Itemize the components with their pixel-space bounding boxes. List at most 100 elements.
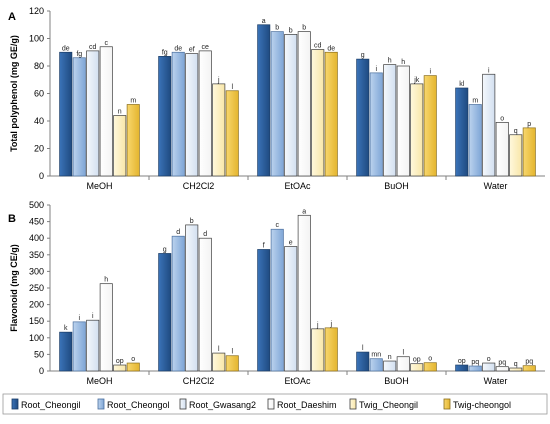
y-tick-label: 100 <box>29 333 44 343</box>
bar-twig-cheongol-ch2cl2 <box>225 355 239 372</box>
data-label: o <box>487 356 491 363</box>
bar-twig-cheongil-etoac <box>311 49 325 177</box>
bar-root-daeshim-meoh <box>99 283 113 372</box>
data-label: i <box>78 315 80 322</box>
data-label: ef <box>189 47 195 54</box>
data-label: g <box>163 246 167 253</box>
data-label: l <box>402 350 404 357</box>
legend-swatch-root-daeshim <box>267 398 275 410</box>
data-label: j <box>217 77 220 84</box>
bar-root-gwasang2-etoac <box>284 246 298 372</box>
data-label: j <box>316 322 319 329</box>
data-label: c <box>276 222 280 229</box>
x-tick-label-ch2cl2: CH2Cl2 <box>183 181 215 191</box>
bar-root-daeshim-buoh <box>396 356 410 372</box>
bar-root-cheongol-ch2cl2 <box>171 51 185 177</box>
data-label: op <box>458 358 466 365</box>
bar-root-daeshim-ch2cl2 <box>198 237 212 372</box>
y-tick-label: 150 <box>29 316 44 326</box>
x-tick-label-etoac: EtOAc <box>284 376 311 386</box>
legend-label-root-gwasang2: Root_Gwasang2 <box>189 400 256 410</box>
x-tick-label-buoh: BuOH <box>384 181 409 191</box>
y-tick-label: 100 <box>29 34 44 44</box>
legend-swatch-twig-cheongol <box>443 398 451 410</box>
legend-label-twig-cheongol: Twig-cheongol <box>453 400 511 410</box>
bar-twig-cheongol-etoac <box>324 51 338 177</box>
legend-swatch-root-cheongil <box>11 398 19 410</box>
data-label: n <box>388 354 392 361</box>
bar-twig-cheongol-etoac <box>324 327 338 372</box>
bar-twig-cheongil-water <box>509 367 523 372</box>
bar-root-cheongol-buoh <box>369 72 383 177</box>
bar-root-cheongol-buoh <box>369 358 383 372</box>
data-label: c <box>105 40 109 47</box>
bar-root-gwasang2-water <box>482 362 496 372</box>
data-label: f <box>263 242 265 249</box>
bar-root-cheongol-ch2cl2 <box>171 235 185 372</box>
legend-box <box>2 393 548 415</box>
data-label: i <box>375 66 377 73</box>
data-label: i <box>488 67 490 74</box>
bar-root-cheongil-buoh <box>356 58 370 177</box>
data-label: d <box>176 229 180 236</box>
bar-twig-cheongil-water <box>509 134 523 177</box>
bar-root-gwasang2-etoac <box>284 34 298 177</box>
bar-root-cheongol-water <box>468 104 482 177</box>
data-label: i <box>429 69 431 76</box>
bar-twig-cheongil-meoh <box>113 364 127 372</box>
legend-swatch-root-cheongol <box>97 398 105 410</box>
x-tick-label-meoh: MeOH <box>86 376 112 386</box>
bar-root-gwasang2-meoh <box>86 50 100 177</box>
data-label: o <box>131 356 135 363</box>
data-label: n <box>118 109 122 116</box>
bar-root-gwasang2-ch2cl2 <box>185 53 199 177</box>
data-label: l <box>231 349 233 356</box>
data-label: fg <box>76 51 82 58</box>
bar-root-daeshim-ch2cl2 <box>198 50 212 177</box>
bar-root-cheongol-etoac <box>270 31 284 177</box>
y-tick-label: 450 <box>29 217 44 227</box>
bar-root-daeshim-meoh <box>99 46 113 177</box>
y-tick-label: 400 <box>29 233 44 243</box>
data-label: a <box>262 18 266 25</box>
data-label: b <box>190 218 194 225</box>
x-tick-label-etoac: EtOAc <box>284 181 311 191</box>
bar-root-gwasang2-meoh <box>86 319 100 372</box>
data-label: pq <box>471 359 479 366</box>
y-axis-title: Flavonoid (mg CE/g) <box>9 244 19 332</box>
x-tick-label-water: Water <box>484 376 508 386</box>
data-label: j <box>329 321 332 328</box>
data-label: de <box>174 45 182 52</box>
bar-root-cheongol-etoac <box>270 228 284 372</box>
y-tick-label: 50 <box>34 349 44 359</box>
legend-swatch-root-gwasang2 <box>179 398 187 410</box>
data-label: q <box>514 128 518 135</box>
bar-twig-cheongol-meoh <box>126 362 140 372</box>
bar-root-daeshim-water <box>495 366 509 372</box>
data-label: h <box>388 58 392 65</box>
y-tick-label: 500 <box>29 200 44 210</box>
data-label: kl <box>459 81 465 88</box>
data-label: mn <box>371 352 381 359</box>
legend-label-root-cheongil: Root_Cheongil <box>21 400 81 410</box>
data-label: l <box>231 84 233 91</box>
bar-root-gwasang2-buoh <box>383 360 397 372</box>
data-label: m <box>472 98 478 105</box>
bar-root-gwasang2-ch2cl2 <box>185 224 199 372</box>
y-tick-label: 20 <box>34 144 44 154</box>
bar-twig-cheongil-etoac <box>311 328 325 372</box>
bar-root-cheongil-etoac <box>257 249 271 372</box>
bar-twig-cheongil-ch2cl2 <box>212 83 226 177</box>
bar-root-cheongil-meoh <box>59 331 73 372</box>
bar-root-cheongol-meoh <box>72 321 86 372</box>
legend-label-root-daeshim: Root_Daeshim <box>277 400 337 410</box>
data-label: h <box>104 277 108 284</box>
data-label: de <box>327 45 335 52</box>
data-label: b <box>275 25 279 32</box>
data-label: i <box>92 313 94 320</box>
legend-label-twig-cheongil: Twig_Cheongil <box>359 400 418 410</box>
bar-twig-cheongol-water <box>522 127 536 177</box>
bar-root-daeshim-water <box>495 122 509 177</box>
